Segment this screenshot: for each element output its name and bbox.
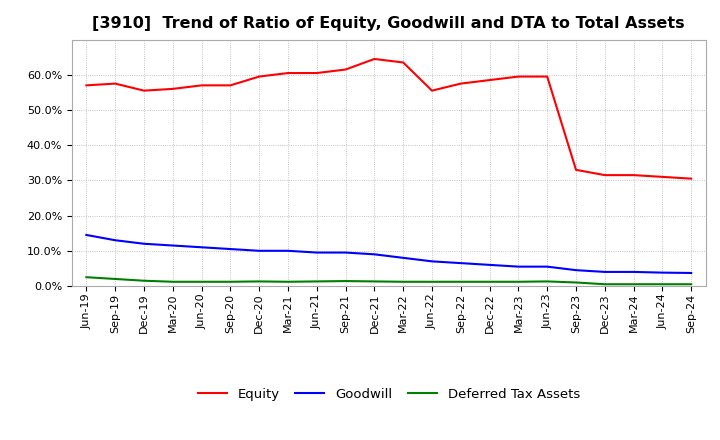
Equity — [629, 172, 638, 178]
Deferred Tax Assets — [226, 279, 235, 284]
Deferred Tax Assets — [629, 282, 638, 287]
Deferred Tax Assets — [82, 275, 91, 280]
Equity — [284, 70, 292, 76]
Deferred Tax Assets — [111, 276, 120, 282]
Goodwill — [255, 248, 264, 253]
Goodwill — [370, 252, 379, 257]
Equity — [572, 167, 580, 172]
Deferred Tax Assets — [399, 279, 408, 284]
Goodwill — [543, 264, 552, 269]
Goodwill — [514, 264, 523, 269]
Line: Deferred Tax Assets: Deferred Tax Assets — [86, 277, 691, 284]
Equity — [600, 172, 609, 178]
Equity — [111, 81, 120, 86]
Legend: Equity, Goodwill, Deferred Tax Assets: Equity, Goodwill, Deferred Tax Assets — [192, 381, 586, 407]
Goodwill — [600, 269, 609, 275]
Deferred Tax Assets — [370, 279, 379, 284]
Deferred Tax Assets — [197, 279, 206, 284]
Equity — [485, 77, 494, 83]
Deferred Tax Assets — [456, 279, 465, 284]
Equity — [341, 67, 350, 72]
Line: Goodwill: Goodwill — [86, 235, 691, 273]
Goodwill — [341, 250, 350, 255]
Goodwill — [197, 245, 206, 250]
Deferred Tax Assets — [284, 279, 292, 284]
Goodwill — [428, 259, 436, 264]
Goodwill — [456, 260, 465, 266]
Goodwill — [572, 268, 580, 273]
Goodwill — [399, 255, 408, 260]
Deferred Tax Assets — [600, 282, 609, 287]
Equity — [82, 83, 91, 88]
Deferred Tax Assets — [312, 279, 321, 284]
Goodwill — [485, 262, 494, 268]
Deferred Tax Assets — [687, 282, 696, 287]
Goodwill — [226, 246, 235, 252]
Deferred Tax Assets — [168, 279, 177, 284]
Goodwill — [168, 243, 177, 248]
Equity — [543, 74, 552, 79]
Deferred Tax Assets — [428, 279, 436, 284]
Deferred Tax Assets — [140, 278, 148, 283]
Deferred Tax Assets — [514, 279, 523, 284]
Deferred Tax Assets — [543, 279, 552, 284]
Goodwill — [312, 250, 321, 255]
Goodwill — [687, 270, 696, 275]
Equity — [658, 174, 667, 180]
Equity — [399, 60, 408, 65]
Goodwill — [658, 270, 667, 275]
Line: Equity: Equity — [86, 59, 691, 179]
Equity — [687, 176, 696, 181]
Equity — [226, 83, 235, 88]
Equity — [312, 70, 321, 76]
Equity — [514, 74, 523, 79]
Goodwill — [629, 269, 638, 275]
Equity — [168, 86, 177, 92]
Goodwill — [140, 241, 148, 246]
Goodwill — [111, 238, 120, 243]
Equity — [370, 56, 379, 62]
Deferred Tax Assets — [572, 280, 580, 285]
Deferred Tax Assets — [255, 279, 264, 284]
Equity — [456, 81, 465, 86]
Title: [3910]  Trend of Ratio of Equity, Goodwill and DTA to Total Assets: [3910] Trend of Ratio of Equity, Goodwil… — [92, 16, 685, 32]
Equity — [428, 88, 436, 93]
Equity — [255, 74, 264, 79]
Deferred Tax Assets — [341, 279, 350, 284]
Deferred Tax Assets — [485, 279, 494, 284]
Equity — [197, 83, 206, 88]
Equity — [140, 88, 148, 93]
Deferred Tax Assets — [658, 282, 667, 287]
Goodwill — [82, 232, 91, 238]
Goodwill — [284, 248, 292, 253]
